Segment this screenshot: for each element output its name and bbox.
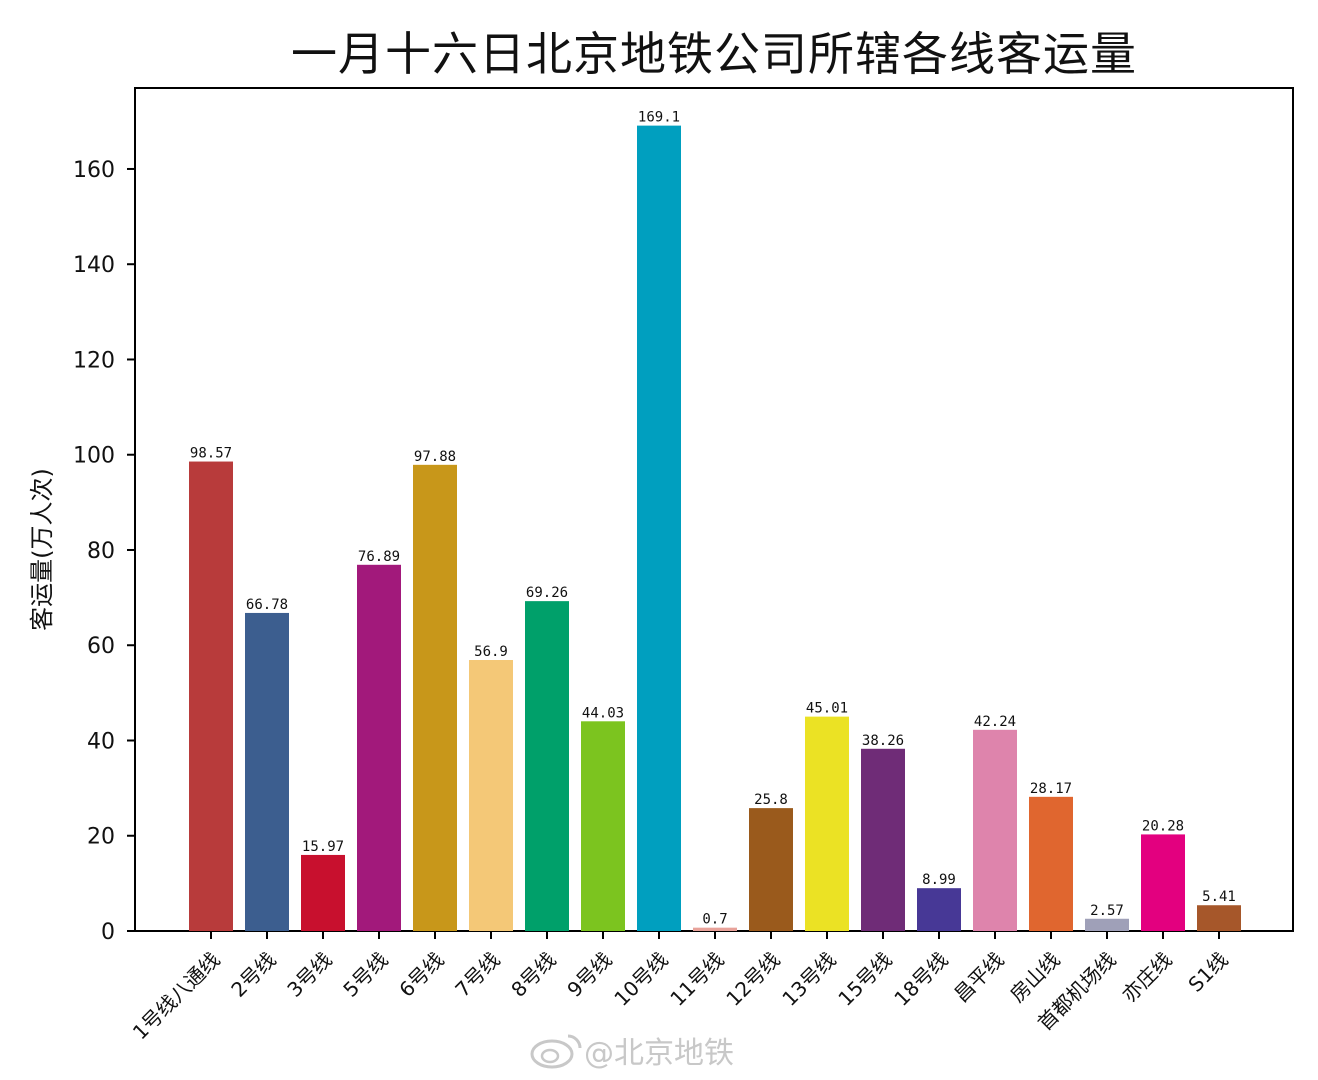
data-label: 42.24 [974,714,1016,730]
y-axis-label: 客运量(万人次) [28,468,56,631]
weibo-logo-icon [530,1034,582,1069]
y-tick-label: 20 [87,825,115,850]
y-tick-label: 100 [73,444,115,469]
x-tick-label: 11号线 [665,948,728,1011]
plot-frame [134,87,1294,932]
bar [1141,834,1185,931]
data-labels: 98.57 66.78 15.97 76.89 97.88 56.9 69.26 44.03 1… [190,110,1236,928]
x-tick-label: 8号线 [506,948,560,1002]
plot-area-border [134,87,1294,932]
bar [973,729,1017,931]
data-label: 0.7 [702,912,727,928]
y-tick-label: 80 [87,539,115,564]
data-label: 69.26 [526,585,568,601]
data-label: 98.57 [190,446,232,462]
bar [245,612,289,931]
bar [413,464,457,931]
x-tick-label: 1号线八通线 [128,948,225,1045]
x-tick-label: 10号线 [609,948,672,1011]
x-tick-label: 3号线 [282,948,336,1002]
bar [1085,918,1129,931]
bar [581,721,625,931]
data-label: 2.57 [1090,903,1124,919]
data-label: 66.78 [246,597,288,613]
bar [637,125,681,931]
bar [301,854,345,931]
y-tick-label: 160 [73,158,115,183]
data-label: 38.26 [862,733,904,749]
y-tick-label: 140 [73,253,115,278]
data-label: 20.28 [1142,818,1184,834]
bar [1029,796,1073,931]
bar [805,716,849,931]
bar [749,808,793,931]
bar [189,461,233,931]
x-tick-label: 亦庄线 [1117,948,1176,1007]
data-label: 15.97 [302,839,344,855]
data-label: 25.8 [754,792,788,808]
bar [917,888,961,931]
data-label: 45.01 [806,701,848,717]
x-tick-label: 2号线 [226,948,280,1002]
bar [357,564,401,931]
y-tick-label: 40 [87,729,115,754]
x-tick-label: 12号线 [721,948,784,1011]
x-tick-label: 15号线 [833,948,896,1011]
watermark-text: @北京地铁 [584,1036,734,1071]
x-tick-label: 7号线 [450,948,504,1002]
data-label: 169.1 [638,110,680,126]
y-tick-label: 120 [73,348,115,373]
x-tick-label: 6号线 [394,948,448,1002]
bar [469,660,513,931]
data-label: 97.88 [414,449,456,465]
x-tick-label: 18号线 [889,948,952,1011]
data-label: 5.41 [1202,889,1236,905]
chart-title: 一月十六日北京地铁公司所辖各线客运量 [291,27,1137,81]
bar [861,748,905,931]
bar [693,927,737,931]
data-label: 44.03 [582,705,624,721]
x-tick-label: 昌平线 [949,948,1008,1007]
bars [189,125,1241,931]
y-tick-label: 0 [101,920,115,945]
bar [525,601,569,931]
x-tick-label: 13号线 [777,948,840,1011]
data-label: 76.89 [358,549,400,565]
bar [1197,905,1241,931]
data-label: 56.9 [474,644,508,660]
y-axis: 0 20 40 60 80 100 120 140 160 [73,158,135,945]
x-tick-label: S1线 [1183,948,1232,997]
data-label: 8.99 [922,872,956,888]
y-tick-label: 60 [87,634,115,659]
x-tick-label: 5号线 [338,948,392,1002]
data-label: 28.17 [1030,781,1072,797]
